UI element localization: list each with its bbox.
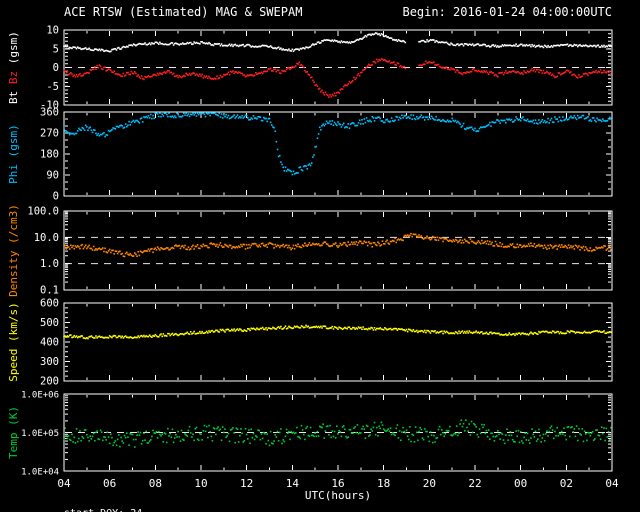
panel-bt-bz: 10 5 0 -5 -10 Bt Bz (gsm) [7, 25, 613, 112]
start-doy-label: start DOY: 24 [64, 508, 142, 512]
plot-title: ACE RTSW (Estimated) MAG & SWEPAM [64, 5, 303, 19]
series-density [63, 232, 612, 258]
panel-speed: 600 500 400 300 200 Speed (km/s) [7, 298, 613, 388]
y-tick-label: 270 [40, 128, 59, 140]
begin-timestamp: Begin: 2016-01-24 04:00:00UTC [402, 5, 612, 19]
y-tick-label: 1.0E+05 [21, 429, 59, 439]
panel-frame [63, 210, 613, 291]
y-tick-label: 1.0E+06 [21, 391, 59, 401]
y-tick-label: 10.0 [34, 232, 59, 244]
y-tick-label: 0.1 [40, 285, 59, 297]
x-tick-label: 22 [468, 477, 481, 490]
x-tick-label: 04 [57, 477, 71, 490]
x-tick-label: 14 [286, 477, 300, 490]
y-tick-label: 100.0 [27, 206, 59, 218]
y-tick-label: 360 [40, 107, 59, 119]
y-tick-label: 10 [46, 25, 59, 37]
y-tick-label: 90 [46, 170, 59, 182]
x-tick-label: 06 [103, 477, 116, 490]
y-axis-label-temp: Temp (K) [7, 406, 20, 459]
y-tick-label: 180 [40, 149, 59, 161]
x-tick-label: 20 [423, 477, 436, 490]
x-tick-label: 04 [605, 477, 619, 490]
series-speed [63, 324, 612, 340]
y-tick-label: -5 [46, 81, 59, 93]
x-tick-label: 10 [194, 477, 207, 490]
panel-frame [63, 111, 613, 197]
y-tick-label: 200 [40, 376, 59, 388]
y-axis-label-phi: Phi (gsm) [7, 124, 20, 184]
series-bz [63, 58, 612, 98]
x-tick-label: 16 [331, 477, 344, 490]
y-tick-label: 1.0 [40, 258, 59, 270]
panel-frame [63, 302, 613, 382]
series-phi [63, 112, 612, 176]
panel-frame [63, 29, 613, 106]
y-axis-label-bt-bz: Bt Bz (gsm) [7, 31, 20, 104]
panel-density: 100.0 10.0 1.0 0.1 Density (/cm3) [7, 204, 613, 297]
y-tick-label: 300 [40, 356, 59, 368]
y-axis-label-density: Density (/cm3) [7, 204, 20, 297]
footer: start DOY: 24 caution: density < 1 creat… [0, 497, 640, 512]
y-tick-label: 500 [40, 317, 59, 329]
x-tick-label: 02 [560, 477, 573, 490]
x-tick-label: 08 [149, 477, 162, 490]
y-tick-label: 400 [40, 337, 59, 349]
x-axis-label: UTC(hours) [305, 489, 371, 502]
series-bt [63, 32, 612, 53]
x-tick-label: 00 [514, 477, 527, 490]
panel-phi: 360 270 180 90 0 Phi (gsm) [7, 107, 613, 203]
y-tick-label: 5 [53, 43, 59, 55]
y-axis-label-speed: Speed (km/s) [7, 302, 20, 382]
series-temp [63, 419, 612, 448]
y-tick-label: 0 [53, 191, 59, 203]
titlebar: ACE RTSW (Estimated) MAG & SWEPAM Begin:… [0, 5, 640, 19]
y-tick-label: 0 [53, 62, 59, 74]
panel-frame [63, 393, 613, 472]
y-tick-label: -10 [40, 100, 59, 112]
x-tick-label: 12 [240, 477, 253, 490]
y-tick-label: 600 [40, 298, 59, 310]
y-tick-label: 1.0E+04 [21, 468, 59, 478]
x-tick-label: 18 [377, 477, 390, 490]
